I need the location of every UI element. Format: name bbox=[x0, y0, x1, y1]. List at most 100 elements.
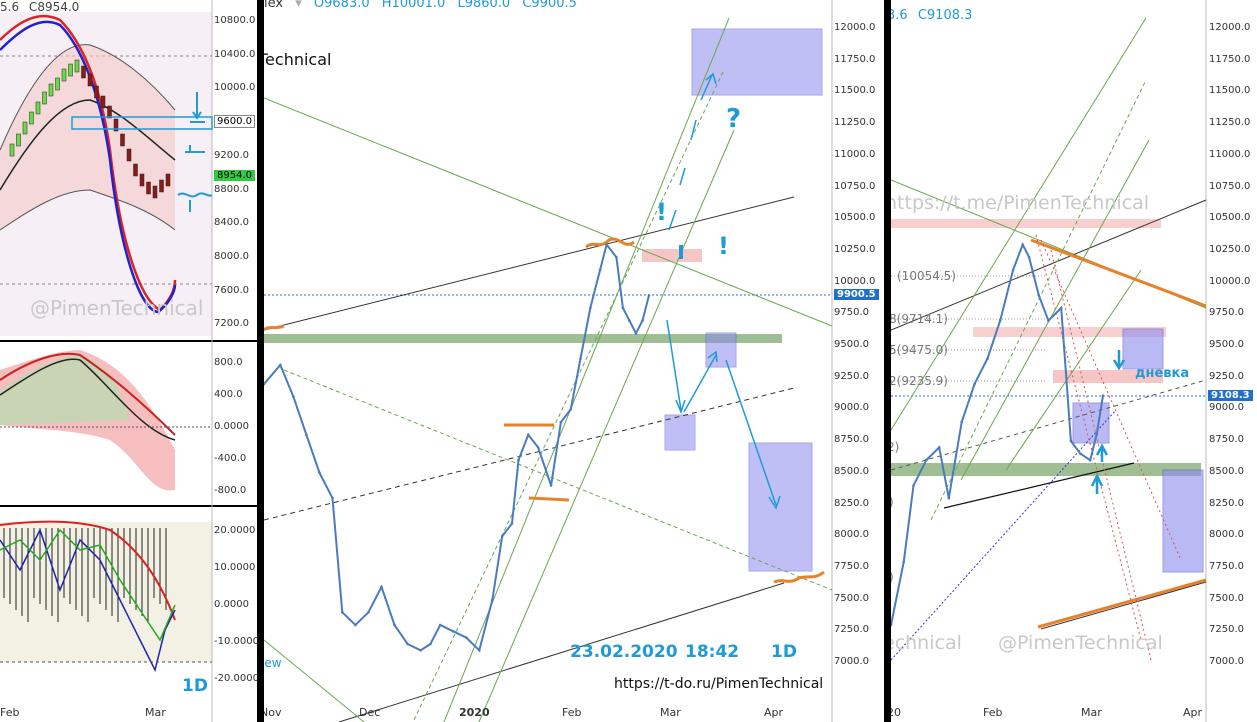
right-price-point bbox=[1095, 433, 1098, 437]
mid-target-zone-top bbox=[691, 28, 823, 96]
left-osc1-tick-label: 0.0000 bbox=[214, 421, 249, 432]
mid-price-tick-label: 7250.0 bbox=[834, 624, 869, 636]
left-arrow-icon bbox=[190, 92, 205, 123]
left-candle bbox=[68, 63, 73, 77]
left-xaxis-mar: Mar bbox=[145, 706, 166, 719]
right-watermark-b: @PimenTechnical bbox=[998, 632, 1163, 654]
right-resistance-zone-low bbox=[1053, 370, 1163, 383]
mid-price-tick-label: 7000.0 bbox=[834, 656, 869, 667]
middle-chart-panel[interactable]: lex ▾ O9683.0 H10001.0 L9860.0 C9900.5 T… bbox=[264, 0, 884, 722]
left-last-price-tag: 8954.0 bbox=[214, 170, 255, 181]
left-candle bbox=[16, 133, 21, 147]
mid-price-point bbox=[279, 363, 282, 367]
mid-header-l-value: 9860.0 bbox=[464, 0, 511, 11]
left-osc1-tick-label: -800.0 bbox=[214, 485, 247, 496]
mid-exclamation-b: ! bbox=[718, 232, 729, 260]
right-price-tick-label: 8500.0 bbox=[1209, 465, 1244, 477]
right-price-tick-label: 11250.0 bbox=[1209, 117, 1251, 129]
left-watermark: @PimenTechnical bbox=[30, 296, 204, 320]
mid-rising-trend-line bbox=[264, 196, 795, 331]
left-chart-svg bbox=[0, 0, 257, 722]
right-last-price-tag: 9108.3 bbox=[1208, 390, 1253, 401]
right-price-tick-label: 8000.0 bbox=[1209, 529, 1244, 541]
right-watermark-a: echnical bbox=[891, 632, 962, 654]
right-arrow-up-1-icon bbox=[1095, 443, 1109, 462]
mid-price-point bbox=[589, 306, 592, 310]
left-blue-line bbox=[0, 20, 177, 314]
right-resistance-zone-mid bbox=[973, 327, 1166, 337]
mid-source-url[interactable]: https://t-do.ru/PimenTechnical bbox=[614, 676, 824, 692]
right-price-point bbox=[998, 319, 1002, 322]
right-chart-panel[interactable]: 3.6 C9108.3 12000.0 11750.0 11500.0 11250.0… bbox=[891, 0, 1257, 722]
left-osc1-tick-label: -400.0 bbox=[214, 453, 247, 464]
mid-x-tick: Feb bbox=[562, 706, 582, 719]
right-fib-label-4: 2(9235.9) bbox=[891, 374, 948, 388]
right-arrow-up-2-icon bbox=[1090, 473, 1104, 494]
mid-orange-mark-1 bbox=[264, 324, 285, 332]
right-rising-trend bbox=[891, 199, 1207, 331]
mid-price-point bbox=[380, 585, 383, 589]
right-dashed-trend bbox=[891, 379, 1207, 471]
left-xaxis-feb: Feb bbox=[0, 706, 20, 719]
mid-price-point bbox=[406, 642, 409, 646]
right-price-tick-label: 11500.0 bbox=[1209, 85, 1251, 97]
right-price-tick-label: 9000.0 bbox=[1209, 402, 1244, 414]
left-osc1-tick-label: 400.0 bbox=[214, 389, 243, 400]
mid-price-point bbox=[605, 243, 608, 246]
mid-price-tick-label: 8000.0 bbox=[834, 529, 869, 541]
right-price-line bbox=[891, 242, 1104, 626]
right-price-tick-label: 10000.0 bbox=[1209, 275, 1251, 287]
mid-price-point bbox=[536, 446, 540, 449]
right-support-zone bbox=[891, 463, 1201, 476]
mid-price-point bbox=[621, 306, 625, 310]
right-fib-label-7: ) bbox=[891, 570, 894, 584]
left-price-tick-label: 8000.0 bbox=[214, 250, 249, 262]
mid-header-h-label: H bbox=[381, 0, 392, 11]
mid-price-point bbox=[354, 623, 357, 627]
mid-time-stamp: 18:42 bbox=[685, 642, 740, 662]
right-price-tick-label: 7250.0 bbox=[1209, 624, 1244, 636]
mid-price-point bbox=[641, 319, 644, 322]
left-osc1-green-fill bbox=[0, 355, 130, 425]
left-bband-upper bbox=[0, 44, 176, 151]
left-candle bbox=[159, 179, 164, 193]
mid-header-o-value: 9683.0 bbox=[324, 0, 370, 11]
left-candle bbox=[120, 133, 125, 147]
right-price-tick-label: 8250.0 bbox=[1209, 497, 1244, 509]
mid-price-point bbox=[341, 611, 344, 614]
left-chart-panel[interactable]: 5.6 C8954.0 10800.010400.010000.09600.09… bbox=[0, 0, 257, 722]
right-x-tick: Mar bbox=[1081, 706, 1102, 719]
right-price-point bbox=[902, 560, 906, 563]
right-lower-trend bbox=[1040, 581, 1207, 630]
right-orange-downtrend bbox=[1030, 238, 1207, 308]
mid-price-point bbox=[569, 408, 572, 411]
mid-price-point bbox=[318, 471, 321, 475]
mid-price-point bbox=[510, 522, 514, 525]
right-price-point bbox=[1011, 268, 1015, 272]
mid-price-point bbox=[429, 642, 432, 646]
right-price-point bbox=[1037, 294, 1041, 297]
left-candle bbox=[139, 173, 145, 187]
right-target-zone bbox=[1162, 469, 1204, 573]
mid-price-tick-label: 11750.0 bbox=[834, 53, 876, 65]
right-support-trend bbox=[943, 462, 1135, 509]
mid-support-zone bbox=[264, 334, 782, 343]
mid-resistance-zone bbox=[642, 249, 702, 262]
left-candle bbox=[146, 181, 151, 195]
middle-chart-svg bbox=[264, 0, 833, 722]
mid-x-tick: Nov bbox=[264, 706, 282, 719]
mid-price-tick-label: 7500.0 bbox=[834, 592, 869, 604]
left-candle bbox=[22, 121, 28, 135]
mid-x-tick: 2020 bbox=[459, 706, 490, 719]
right-price-tick-label: 9750.0 bbox=[1209, 307, 1244, 319]
left-candle bbox=[94, 85, 99, 99]
left-osc2-tick-label: 20.0000 bbox=[214, 525, 256, 536]
left-osc2-bars bbox=[3, 528, 167, 622]
mid-x-tick: Apr bbox=[764, 706, 784, 719]
mid-price-point bbox=[478, 649, 481, 652]
left-header-c-value: 8954.0 bbox=[37, 0, 80, 14]
mid-header-c-value: 9900.5 bbox=[531, 0, 577, 11]
right-x-tick: Apr bbox=[1183, 706, 1203, 719]
mid-price-point bbox=[419, 649, 422, 652]
right-channel-3 bbox=[1005, 269, 1142, 471]
